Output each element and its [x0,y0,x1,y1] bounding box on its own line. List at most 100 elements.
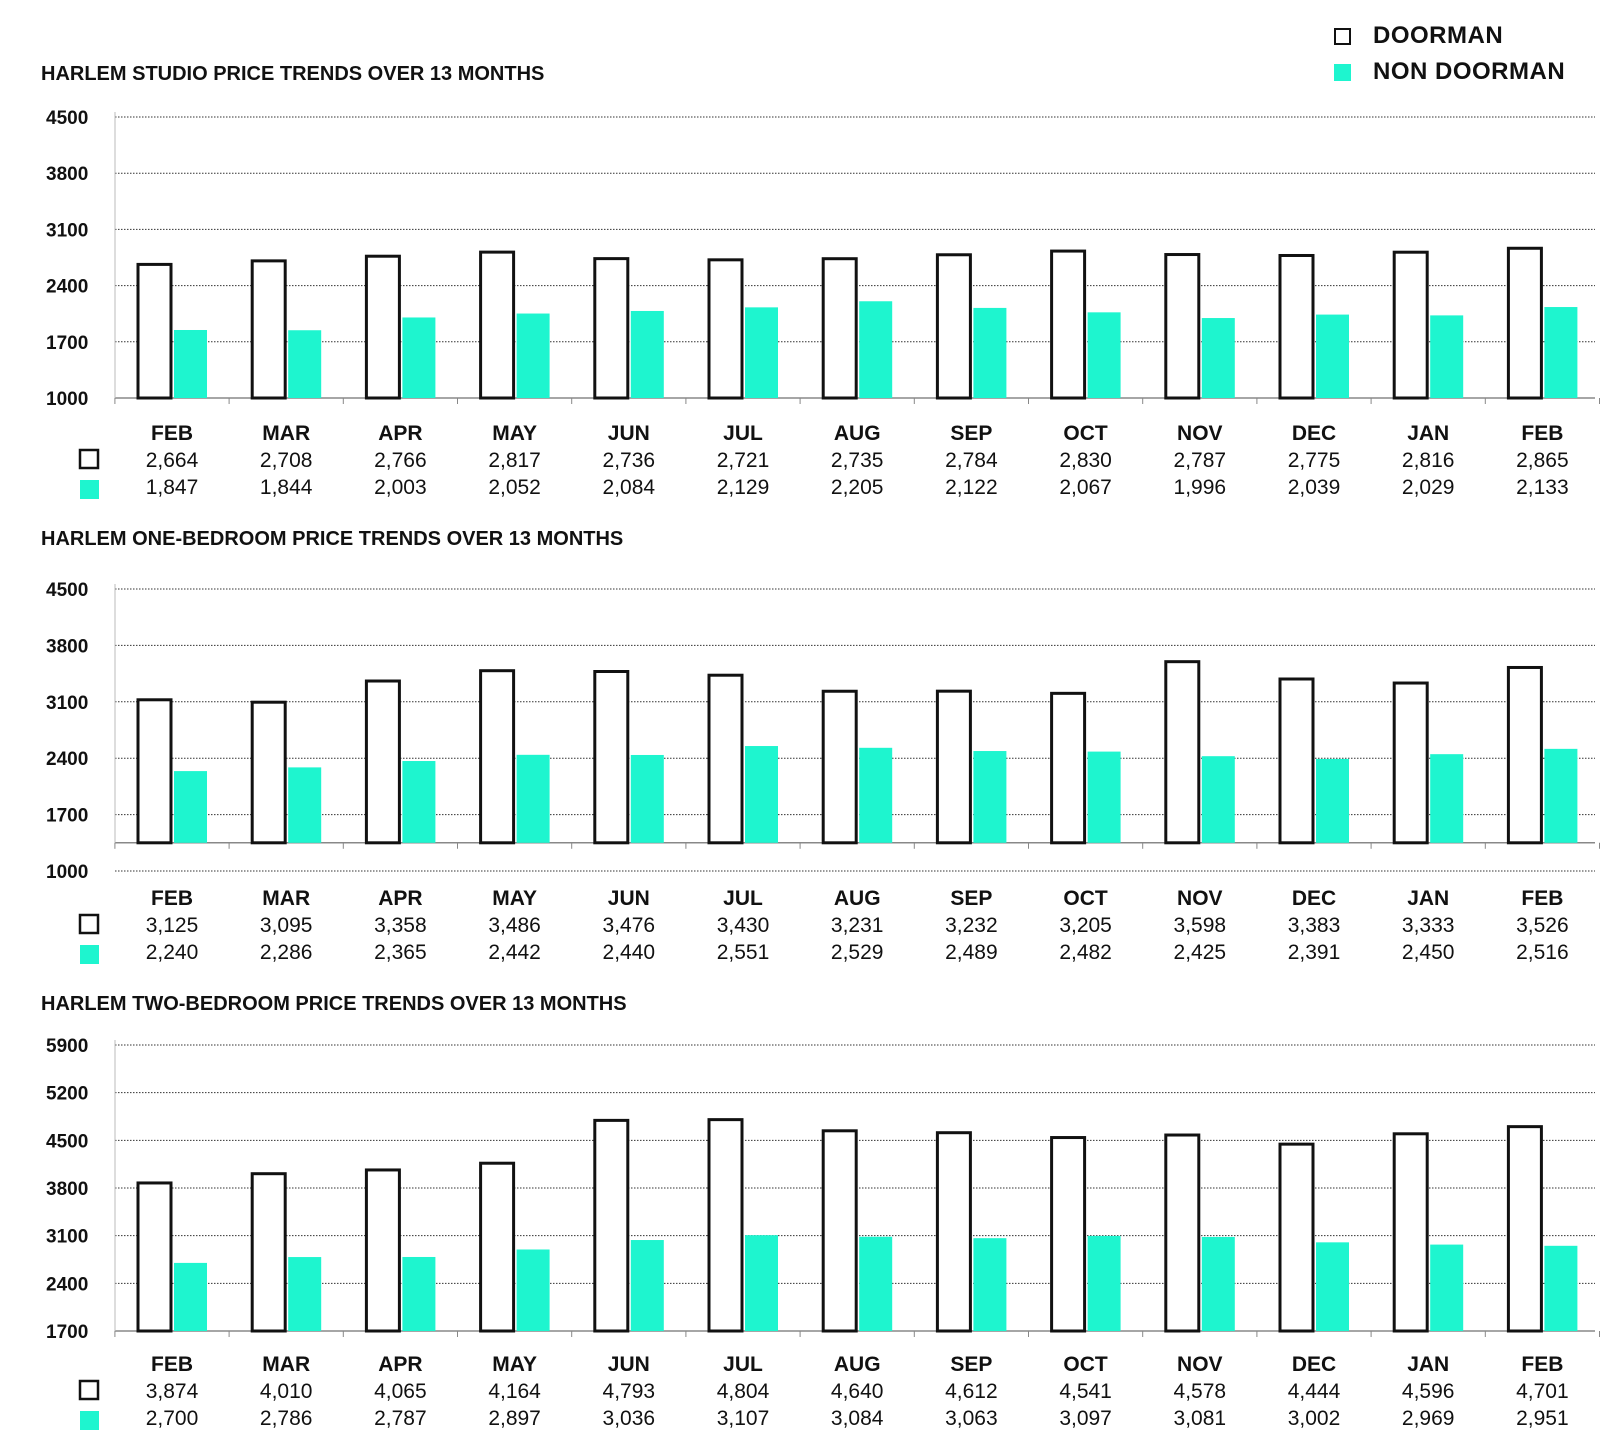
chart3-x-tick-label: AUG [834,1353,881,1376]
chart2-x-tick-label: DEC [1292,887,1336,910]
chart1-bar-doorman [1278,253,1315,400]
chart1-bar-doorman [1506,246,1543,400]
chart1-x-tick-label: OCT [1063,422,1108,445]
chart2-x-tick-label: APR [378,887,422,910]
chart1-bar-non-doorman [174,329,207,398]
chart2-bar-non-doorman [745,746,778,843]
chart3-data-label-non-doorman: 2,700 [146,1407,199,1430]
chart3-data-label-doorman: 4,793 [603,1380,656,1403]
chart2-x-tick-label: NOV [1177,887,1223,910]
chart2-data-label-doorman: 3,476 [603,914,656,937]
chart1-bar-doorman [1050,249,1087,400]
chart1-bar-doorman [1392,250,1429,400]
chart2-bar-doorman [479,669,516,845]
chart1-data-label-non-doorman: 2,129 [717,476,770,499]
chart1-data-label-doorman: 2,816 [1402,449,1455,472]
chart1-x-tick-label: AUG [834,422,881,445]
chart2-data-label-doorman: 3,486 [488,914,541,937]
chart3-bar-doorman [593,1118,630,1333]
chart3-bar-non-doorman [973,1238,1007,1331]
chart1-x-tick-label: FEB [1521,422,1563,445]
chart3-x-tick-label: MAY [492,1353,537,1376]
chart1-bar-non-doorman [516,313,550,398]
chart2-bar-non-doorman [1316,758,1349,843]
chart1-x-tick-label: FEB [151,422,193,445]
chart1-data-label-non-doorman: 2,133 [1516,476,1569,499]
chart1-y-tick-label: 1700 [46,333,88,354]
chart3-y-tick-label: 1700 [46,1322,88,1343]
chart2-data-label-doorman: 3,598 [1174,914,1227,937]
chart3-x-tick-label: DEC [1292,1353,1336,1376]
chart2-data-label-non-doorman: 2,489 [945,941,998,964]
chart2-bar-doorman [935,689,972,845]
chart1-y-tick-label: 1000 [46,389,88,410]
chart2-x-tick-label: JAN [1407,887,1449,910]
chart2-bar-doorman [707,673,744,845]
chart1-y-tick-label: 3800 [46,164,88,185]
chart2-x-tick-label: MAR [262,887,310,910]
chart1-x-tick-label: JUN [608,422,650,445]
chart2-data-label-non-doorman: 2,365 [374,941,427,964]
chart2-bar-non-doorman [174,771,207,843]
chart3-bar-doorman [1050,1136,1087,1333]
chart3-x-tick-label: FEB [151,1353,193,1376]
chart1-data-label-non-doorman: 2,122 [945,476,998,499]
chart1-bar-doorman [136,262,173,400]
chart2-bar-non-doorman [973,751,1007,843]
chart1-x-tick-label: JAN [1407,422,1449,445]
chart1-bar-doorman [1164,253,1201,400]
chart1-data-label-non-doorman: 2,039 [1288,476,1341,499]
chart3-data-label-non-doorman: 2,969 [1402,1407,1455,1430]
chart3-data-label-non-doorman: 2,897 [488,1407,541,1430]
chart3-data-label-non-doorman: 2,786 [260,1407,313,1430]
chart3-x-tick-label: SEP [950,1353,992,1376]
chart1-data-label-doorman: 2,708 [260,449,313,472]
chart3-bar-doorman [479,1161,516,1333]
chart1-x-tick-label: DEC [1292,422,1336,445]
chart1-data-label-doorman: 2,787 [1174,449,1227,472]
chart1-data-label-doorman: 2,784 [945,449,998,472]
chart1-data-label-non-doorman: 2,052 [488,476,541,499]
chart1-data-label-non-doorman: 2,084 [603,476,656,499]
chart3-bar-doorman [1392,1132,1429,1333]
chart1-row-marker-doorman [78,448,100,470]
chart1-bar-doorman [250,259,287,400]
chart3-x-tick-label: OCT [1063,1353,1108,1376]
chart3-bar-doorman [821,1129,858,1333]
chart1-title: HARLEM STUDIO PRICE TRENDS OVER 13 MONTH… [41,63,544,85]
chart1-bar-non-doorman [973,307,1007,398]
chart2-data-label-non-doorman: 2,286 [260,941,313,964]
chart3-bar-doorman [1278,1142,1315,1333]
chart2-data-label-doorman: 3,125 [146,914,199,937]
chart1-bar-doorman [935,253,972,400]
chart2-data-label-non-doorman: 2,516 [1516,941,1569,964]
chart3-y-tick-label: 4500 [46,1131,88,1152]
chart1-data-label-doorman: 2,830 [1059,449,1112,472]
chart2-bar-non-doorman [1201,756,1235,843]
chart3-x-tick-label: NOV [1177,1353,1223,1376]
chart2-bar-non-doorman [1544,748,1578,843]
legend: DOORMAN NON DOORMAN [1334,18,1565,90]
chart2-data-label-doorman: 3,205 [1059,914,1112,937]
chart2-bar-non-doorman [1087,751,1121,843]
chart2-data-label-non-doorman: 2,529 [831,941,884,964]
chart1-x-tick-label: NOV [1177,422,1223,445]
chart3-data-label-non-doorman: 3,097 [1059,1407,1112,1430]
chart2-x-tick-label: FEB [151,887,193,910]
chart1-bar-non-doorman [1430,315,1464,398]
chart2-data-label-non-doorman: 2,442 [488,941,541,964]
chart1-data-label-doorman: 2,865 [1516,449,1569,472]
chart1-data-label-non-doorman: 2,067 [1059,476,1112,499]
chart3-data-label-doorman: 4,804 [717,1380,770,1403]
chart2-data-label-non-doorman: 2,450 [1402,941,1455,964]
chart1-data-label-doorman: 2,817 [488,449,541,472]
chart2-data-label-non-doorman: 2,425 [1174,941,1227,964]
chart1-bar-non-doorman [1316,314,1349,398]
chart2-data-label-non-doorman: 2,240 [146,941,199,964]
chart1-data-label-doorman: 2,736 [603,449,656,472]
chart1-bar-non-doorman [630,310,664,398]
chart2-bar-non-doorman [630,754,664,843]
chart1-bar-non-doorman [1087,312,1121,398]
chart3-bar-non-doorman [859,1236,893,1331]
chart1-bar-doorman [707,258,744,400]
